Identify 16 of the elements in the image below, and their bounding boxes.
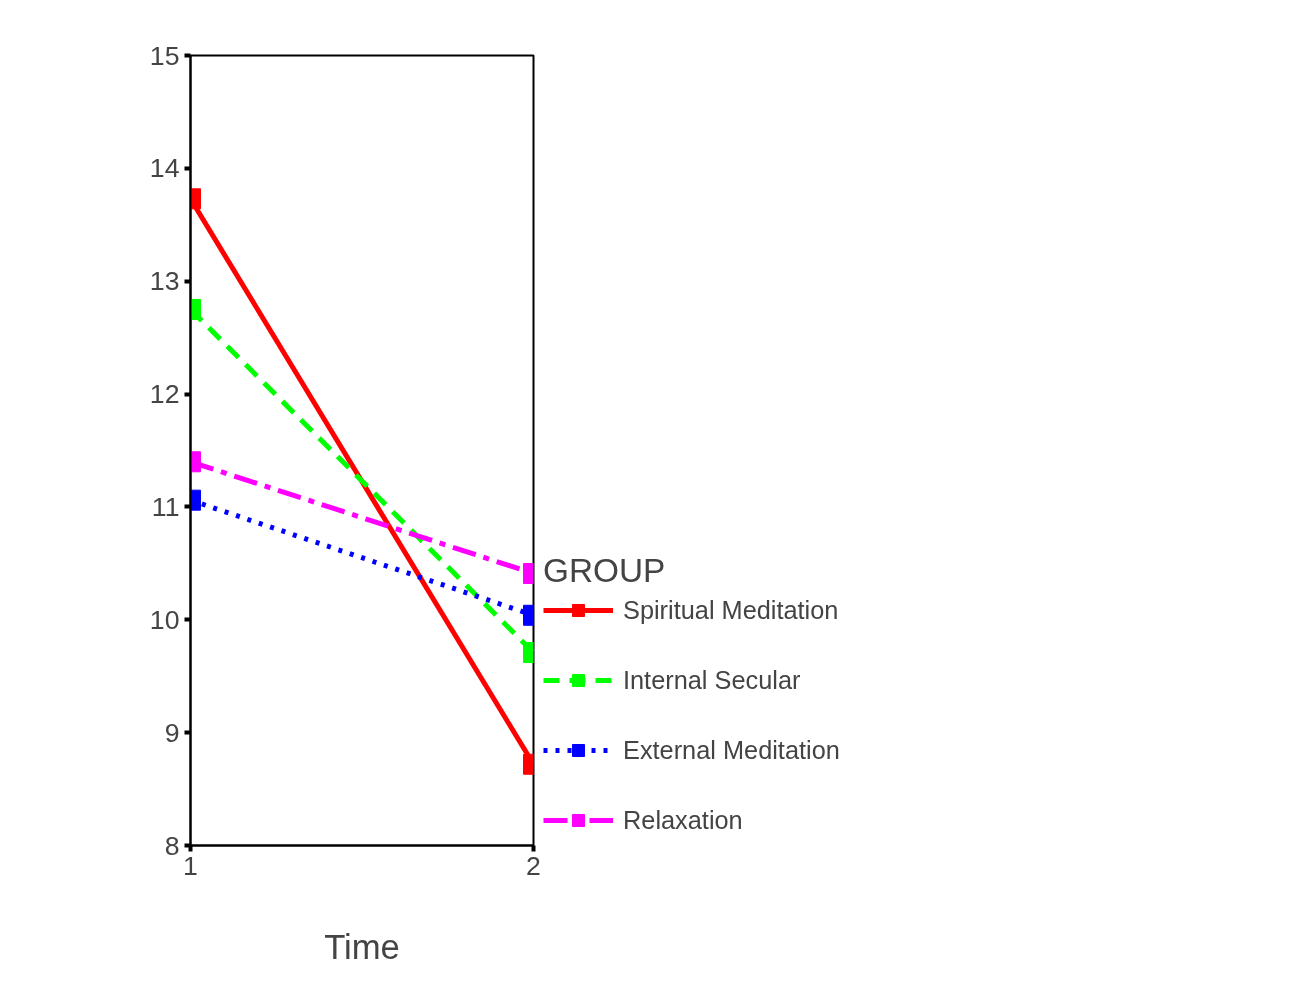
y-tick-label: 11	[151, 491, 180, 522]
y-tick-label: 15	[149, 40, 180, 71]
x-tick-label: 1	[183, 850, 198, 881]
legend-title: GROUP	[543, 552, 667, 590]
y-tick-label: 14	[149, 153, 180, 184]
y-tick-label: 10	[149, 604, 180, 635]
y-tick-label: 12	[149, 379, 180, 410]
x-tick-label: 2	[526, 850, 541, 881]
y-tick-label: 9	[164, 717, 180, 748]
legend-label: Spiritual Meditation	[623, 595, 839, 625]
y-tick-label: 8	[164, 830, 180, 861]
legend-label: External Meditation	[623, 735, 840, 765]
x-axis-title: Time	[324, 927, 400, 966]
legend-label: Relaxation	[623, 805, 743, 835]
legend-label: Internal Secular	[623, 665, 801, 695]
y-tick-label: 13	[149, 266, 180, 297]
